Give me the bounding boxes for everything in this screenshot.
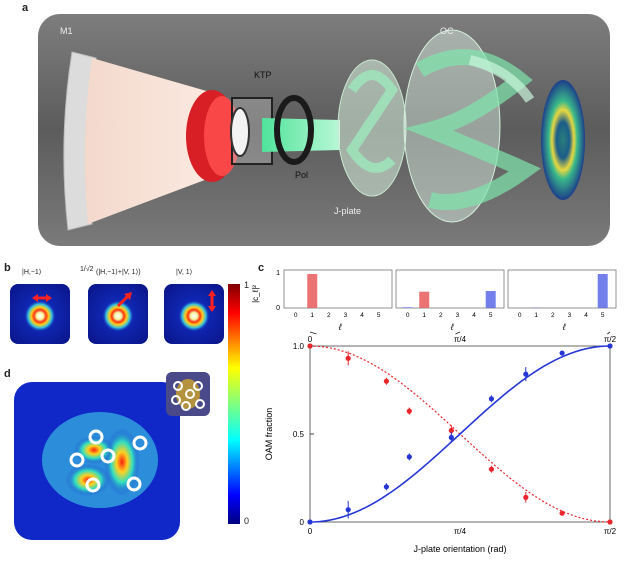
bar-xtick-2-3: 3 — [568, 312, 572, 319]
bar-xtick-0-0: 0 — [294, 312, 298, 319]
data-point-0-3 — [406, 408, 412, 414]
connector-arrow-1 — [455, 331, 461, 335]
bar-xtick-1-1: 1 — [422, 312, 426, 319]
xtick-0: 0 — [308, 527, 313, 536]
theory-curve-red — [309, 345, 611, 523]
bar-xtick-1-4: 4 — [472, 312, 476, 319]
xtick-1: π/4 — [454, 527, 467, 536]
data-point-0-1 — [345, 355, 351, 361]
panel-a: a — [0, 0, 625, 250]
bar-ytick-1: 1 — [276, 270, 280, 277]
bar-1-5 — [485, 291, 496, 308]
line-xlabel: J-plate orientation (rad) — [413, 544, 506, 554]
label-m1: M1 — [60, 26, 73, 36]
output-oam-pattern — [541, 80, 585, 200]
bar-1-1 — [419, 291, 430, 308]
bar-ylabel: |c_ℓ|² — [251, 285, 260, 303]
bar-xtick-0-5: 5 — [377, 312, 381, 319]
line-ylabel: OAM fraction — [264, 408, 274, 461]
label-jplate: J-plate — [334, 206, 362, 216]
bar-0-1 — [307, 274, 318, 308]
label-oc: OC — [440, 26, 454, 36]
colorbar-min: 0 — [244, 516, 250, 526]
data-point-1-1 — [345, 507, 351, 513]
top-tick-1: π/4 — [454, 335, 467, 344]
bar-subplot-frame-0 — [283, 269, 393, 309]
bar-xtick-1-2: 2 — [439, 312, 443, 319]
data-point-0-8 — [607, 519, 613, 525]
fundamental-beam — [84, 58, 210, 224]
bar-subplot-frame-1 — [395, 269, 505, 309]
bar-xtick-0-1: 1 — [310, 312, 314, 319]
data-point-1-2 — [383, 484, 389, 490]
bar-subplot-frame-2 — [507, 269, 617, 309]
label-ktp: KTP — [254, 70, 272, 80]
bar-1-0 — [402, 307, 413, 308]
mode-image-superposition — [88, 284, 148, 344]
bar-2-5 — [597, 274, 608, 308]
data-point-0-0 — [307, 343, 313, 349]
panel-a-label: a — [22, 2, 29, 14]
colorbar-max: 1 — [244, 280, 250, 290]
panel-b-images — [10, 284, 224, 344]
colorbar — [228, 284, 240, 524]
state-label-1: |H,−1⟩ — [22, 269, 42, 276]
data-point-1-7 — [559, 350, 565, 356]
bar-xlabel-1: ℓ — [450, 322, 454, 332]
bar-xtick-1-3: 3 — [456, 312, 460, 319]
mode-image-v-plus1 — [164, 284, 224, 344]
connector-arrow-2 — [607, 331, 611, 335]
mode-image-h-minus1 — [10, 284, 70, 344]
bar-xtick-1-0: 0 — [406, 312, 410, 319]
bar-xtick-0-2: 2 — [327, 312, 331, 319]
bar-xtick-1-5: 5 — [489, 312, 493, 319]
ytick-2: 1.0 — [293, 342, 305, 351]
bar-xtick-0-3: 3 — [344, 312, 348, 319]
state-label-3: |V, 1⟩ — [176, 269, 193, 276]
laser-setup-illustration — [38, 14, 610, 246]
spot-markers — [69, 429, 148, 493]
connector-arrow-0 — [309, 331, 317, 335]
top-tick-0: 0 — [308, 335, 313, 344]
data-point-1-5 — [488, 396, 495, 402]
data-point-0-2 — [383, 378, 389, 384]
label-pol: Pol — [295, 170, 309, 180]
bar-xtick-0-4: 4 — [360, 312, 364, 319]
bar-xlabel-2: ℓ — [562, 322, 566, 332]
bar-xtick-2-5: 5 — [601, 312, 605, 319]
data-point-0-7 — [559, 510, 565, 516]
bar-xtick-2-1: 1 — [534, 312, 538, 319]
panel-b-label: b — [4, 262, 11, 274]
bar-xtick-2-2: 2 — [551, 312, 555, 319]
data-point-1-0 — [307, 519, 313, 525]
state-label-2: (|H,−1⟩+|V, 1⟩) — [96, 269, 141, 276]
data-point-1-8 — [607, 343, 613, 349]
bar-xtick-2-0: 0 — [518, 312, 522, 319]
polarizer — [274, 95, 314, 165]
ytick-1: 0.5 — [293, 430, 305, 439]
bar-xtick-2-4: 4 — [584, 312, 588, 319]
data-point-1-4 — [448, 434, 454, 441]
data-point-0-4 — [448, 427, 454, 434]
xtick-2: π/2 — [604, 527, 617, 536]
data-point-1-6 — [523, 371, 529, 377]
top-tick-2: π/2 — [604, 335, 617, 344]
green-beam — [262, 118, 340, 152]
bar-xlabel-0: ℓ — [338, 322, 342, 332]
panel-d-label: d — [4, 368, 11, 380]
bar-ytick-0: 0 — [276, 305, 280, 312]
data-point-0-6 — [523, 494, 529, 500]
data-point-1-3 — [406, 454, 412, 460]
state-label-2-prefix: 1/√2 — [80, 266, 94, 273]
theory-curve-blue — [309, 345, 611, 523]
panel-c-label: c — [258, 262, 265, 274]
data-point-0-5 — [488, 466, 495, 472]
ytick-0: 0 — [300, 518, 305, 527]
panel-d-image — [14, 372, 210, 540]
